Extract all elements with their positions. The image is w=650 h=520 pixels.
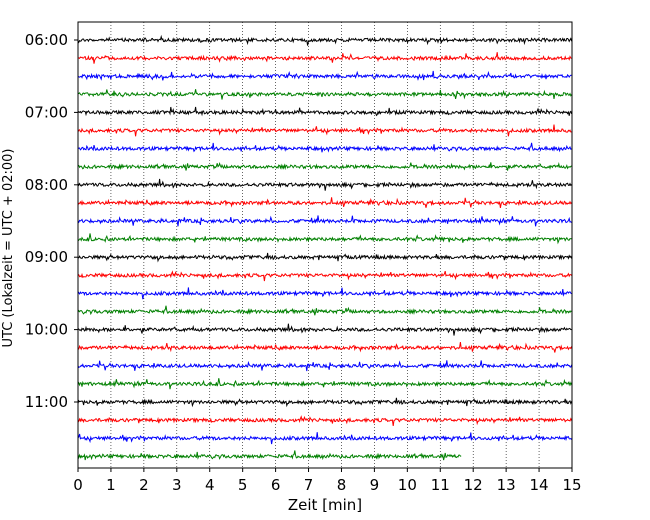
- seismogram-trace: [77, 89, 573, 100]
- seismogram-trace: [77, 378, 573, 390]
- y-tick-label: 10:00: [25, 321, 68, 339]
- seismogram-trace: [77, 305, 572, 316]
- x-tick-label: 1: [106, 476, 116, 494]
- seismogram-trace: [77, 215, 572, 227]
- vertical-grid-lines: [110, 22, 540, 468]
- seismogram-trace: [77, 233, 572, 245]
- x-tick-label: 9: [370, 476, 380, 494]
- seismogram-trace: [77, 197, 572, 208]
- y-tick-label: 07:00: [25, 103, 68, 121]
- seismogram-trace: [77, 342, 573, 353]
- seismogram-trace: [77, 252, 573, 263]
- x-tick-label: 0: [73, 476, 83, 494]
- seismogram-trace: [77, 270, 572, 282]
- x-tick-label: 6: [271, 476, 281, 494]
- x-tick-label: 7: [304, 476, 314, 494]
- x-axis-ticks: 0 1 2 3 4 5 6 7 8 9 10 11 12 13 14 15: [73, 468, 582, 494]
- seismogram-trace: [77, 323, 572, 336]
- x-tick-label: 15: [562, 476, 581, 494]
- seismogram-trace: [77, 124, 572, 137]
- seismogram-trace: [77, 432, 573, 445]
- y-tick-label: 11:00: [25, 393, 68, 411]
- x-tick-label: 5: [238, 476, 248, 494]
- x-tick-label: 11: [431, 476, 450, 494]
- seismogram-traces: [77, 34, 573, 461]
- x-tick-label: 2: [139, 476, 149, 494]
- y-tick-label: 08:00: [25, 176, 68, 194]
- x-tick-label: 10: [398, 476, 417, 494]
- x-tick-label: 8: [337, 476, 347, 494]
- seismogram-trace: [77, 70, 572, 81]
- seismogram-trace: [77, 52, 572, 64]
- seismogram-trace: [77, 360, 573, 372]
- seismogram-trace: [77, 397, 573, 408]
- y-tick-label: 09:00: [25, 248, 68, 266]
- seismogram-trace: [77, 450, 462, 461]
- x-tick-label: 12: [464, 476, 483, 494]
- x-tick-label: 14: [530, 476, 549, 494]
- seismogram-trace: [77, 34, 573, 46]
- y-tick-label: 06:00: [25, 31, 68, 49]
- seismogram-trace: [77, 415, 573, 426]
- x-tick-label: 3: [172, 476, 182, 494]
- seismogram-trace: [77, 142, 572, 153]
- x-tick-label: 4: [205, 476, 215, 494]
- plot-frame: [77, 21, 573, 469]
- x-tick-label: 13: [497, 476, 516, 494]
- seismogram-trace: [77, 106, 573, 117]
- y-axis-label: UTC (Lokalzeit = UTC + 02:00): [1, 149, 16, 348]
- seismogram-trace: [77, 178, 572, 191]
- x-axis-label: Zeit [min]: [288, 496, 362, 514]
- y-axis-ticks: 06:00 07:00 08:00 09:00 10:00 11:00: [25, 31, 78, 411]
- seismogram-trace: [77, 287, 572, 300]
- seismogram-trace: [77, 161, 572, 171]
